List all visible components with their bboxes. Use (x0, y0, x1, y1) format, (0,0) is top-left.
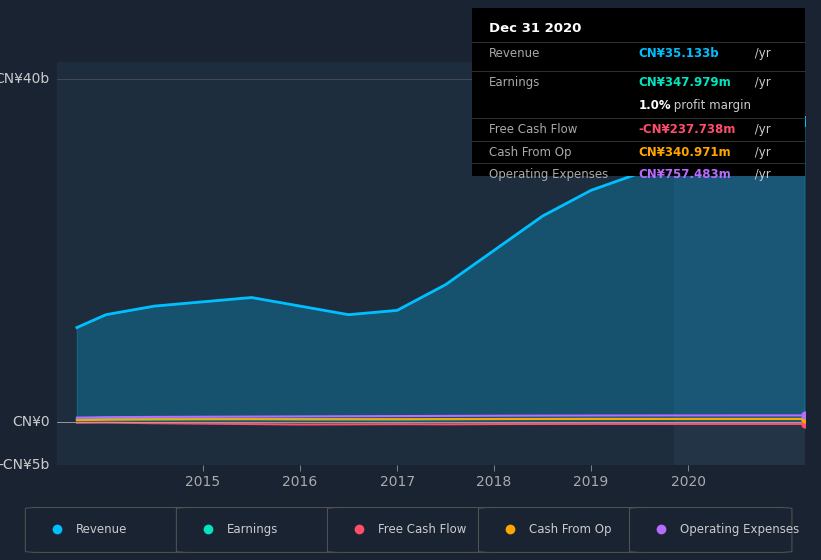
Text: CN¥40b: CN¥40b (0, 72, 50, 86)
Text: CN¥0: CN¥0 (12, 415, 50, 429)
FancyBboxPatch shape (25, 507, 188, 552)
Text: /yr: /yr (751, 123, 771, 136)
Text: /yr: /yr (751, 76, 771, 88)
FancyBboxPatch shape (328, 507, 490, 552)
Text: profit margin: profit margin (670, 99, 751, 112)
Bar (673, 62, 805, 465)
Text: Cash From Op: Cash From Op (488, 146, 571, 159)
Text: -CN¥5b: -CN¥5b (0, 458, 50, 472)
Text: CN¥347.979m: CN¥347.979m (639, 76, 731, 88)
Text: CN¥340.971m: CN¥340.971m (639, 146, 731, 159)
Text: Revenue: Revenue (76, 522, 127, 536)
Text: Operating Expenses: Operating Expenses (680, 522, 800, 536)
Text: Operating Expenses: Operating Expenses (488, 168, 608, 181)
Text: Earnings: Earnings (227, 522, 278, 536)
Text: Cash From Op: Cash From Op (529, 522, 612, 536)
Text: Free Cash Flow: Free Cash Flow (378, 522, 466, 536)
Text: /yr: /yr (751, 146, 771, 159)
Text: -CN¥237.738m: -CN¥237.738m (639, 123, 736, 136)
Text: Earnings: Earnings (488, 76, 540, 88)
Text: Dec 31 2020: Dec 31 2020 (488, 22, 581, 35)
Text: /yr: /yr (751, 47, 771, 60)
Text: 1.0%: 1.0% (639, 99, 671, 112)
Text: CN¥35.133b: CN¥35.133b (639, 47, 719, 60)
FancyBboxPatch shape (630, 507, 792, 552)
Text: Revenue: Revenue (488, 47, 540, 60)
Text: Free Cash Flow: Free Cash Flow (488, 123, 577, 136)
FancyBboxPatch shape (479, 507, 641, 552)
Text: CN¥757.483m: CN¥757.483m (639, 168, 731, 181)
Text: /yr: /yr (751, 168, 771, 181)
FancyBboxPatch shape (177, 507, 339, 552)
